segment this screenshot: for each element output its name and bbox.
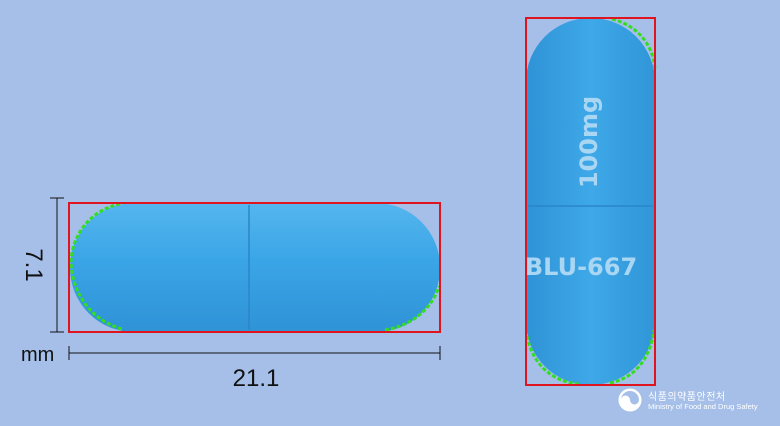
unit-label: mm xyxy=(21,344,54,366)
width-dimension: 21.1 xyxy=(68,346,441,392)
height-dimension: 7.1 mm xyxy=(20,197,64,366)
capsule-front-view: 100mg BLU-667 xyxy=(525,17,657,386)
capsule-body xyxy=(70,203,440,332)
capsule-outline-marks xyxy=(525,17,657,386)
capsule-side-view xyxy=(68,202,441,333)
ministry-name: 식품의약품안전처 xyxy=(648,392,726,403)
capsule-outline-marks xyxy=(69,202,441,332)
imprint-bottom: BLU-667 xyxy=(525,253,637,281)
capsule-body xyxy=(526,18,655,385)
ministry-logo-icon xyxy=(618,388,642,412)
bounding-box xyxy=(68,202,441,333)
imprint-top: 100mg xyxy=(575,96,603,188)
ministry-name-english: Ministry of Food and Drug Safety xyxy=(648,402,758,411)
height-value: 7.1 xyxy=(20,248,47,281)
bounding-box xyxy=(525,17,656,386)
width-value: 21.1 xyxy=(233,365,280,392)
